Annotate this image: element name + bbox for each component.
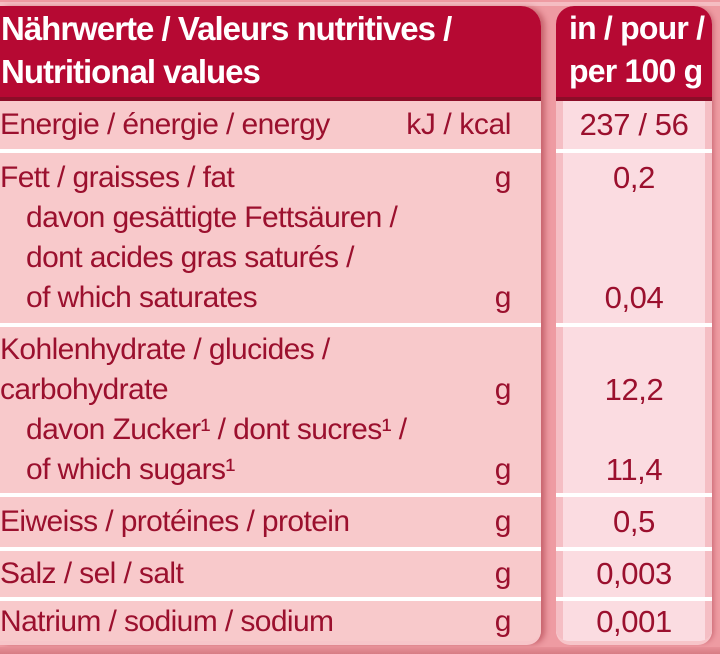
value-cell-protein: 0,5 — [556, 497, 712, 551]
nutrient-line: Fett / graisses / fat g — [0, 158, 541, 198]
value-line — [556, 330, 712, 370]
unit-label: kJ / kcal — [406, 108, 511, 141]
unit-label: g — [494, 161, 512, 194]
nutrient-line: davon gesättigte Fettsäuren / — [0, 198, 541, 238]
header-unit-line2: per 100 g — [569, 53, 703, 89]
nutrient-label: davon gesättigte Fettsäuren / — [26, 201, 398, 234]
value-cells: 237 / 56 0,2 0,04 12,2 11,4 0,5 0,003 0,001 — [556, 101, 712, 641]
nutrient-line: Salz / sel / salt g — [0, 554, 541, 594]
nutrient-line: of which saturates g — [0, 278, 541, 318]
nutrient-label: carbohydrate — [0, 373, 169, 406]
nutrient-line: of which sugars¹ g — [0, 450, 541, 490]
value-cell-fat: 0,2 0,04 — [556, 153, 712, 327]
nutrient-rows: Energie / énergie / energy kJ / kcal Fett … — [0, 101, 541, 642]
nutrient-label: davon Zucker¹ / dont sucres¹ / — [26, 413, 407, 446]
label-panels: Nährwerte / Valeurs nutritives / Nutriti… — [0, 6, 712, 645]
nutrient-label: Eiweiss / protéines / protein — [0, 505, 350, 538]
unit-label: g — [494, 604, 512, 638]
nutrient-line: Kohlenhydrate / glucides / — [0, 330, 541, 370]
row-carbohydrate: Kohlenhydrate / glucides / carbohydrate g d… — [0, 327, 541, 497]
value-line: 237 / 56 — [579, 107, 689, 142]
values-panel: in / pour / per 100 g 237 / 56 0,2 0,04 12,… — [556, 6, 712, 645]
unit-label: g — [494, 453, 512, 486]
nutrient-line: dont acides gras saturés / — [0, 238, 541, 278]
table-header: Nährwerte / Valeurs nutritives / Nutriti… — [0, 6, 541, 101]
value-line: 0,04 — [604, 280, 664, 315]
row-fat: Fett / graisses / fat g davon gesättigte F… — [0, 153, 541, 327]
nutrient-label: Natrium / sodium / sodium — [0, 604, 334, 638]
value-cell-sodium: 0,001 — [556, 601, 712, 641]
values-header: in / pour / per 100 g — [556, 6, 712, 101]
nutrition-table-panel: Nährwerte / Valeurs nutritives / Nutriti… — [0, 6, 541, 645]
unit-label: g — [494, 557, 512, 590]
header-title-line2: Nutritional values — [1, 53, 261, 90]
nutrient-line: Natrium / sodium / sodium g — [0, 602, 541, 642]
nutrient-line: davon Zucker¹ / dont sucres¹ / — [0, 410, 541, 450]
value-line — [556, 198, 712, 238]
value-cell-carbohydrate: 12,2 11,4 — [556, 327, 712, 497]
top-edge-highlight — [0, 2, 720, 6]
value-line — [556, 238, 712, 278]
nutrient-label: Salz / sel / salt — [0, 557, 184, 590]
value-line: 0,2 — [613, 160, 655, 195]
row-protein: Eiweiss / protéines / protein g — [0, 497, 541, 551]
row-salt: Salz / sel / salt g — [0, 551, 541, 601]
value-line: 0,003 — [596, 556, 672, 591]
nutrient-label: Kohlenhydrate / glucides / — [0, 333, 330, 366]
nutrient-line: carbohydrate g — [0, 370, 541, 410]
value-line: 12,2 — [604, 372, 664, 407]
nutrient-line: Energie / énergie / energy kJ / kcal — [0, 105, 541, 145]
nutrient-label: of which saturates — [26, 281, 258, 314]
header-title-line1: Nährwerte / Valeurs nutritives / — [1, 10, 452, 47]
value-line: 11,4 — [605, 452, 663, 487]
value-line: 0,5 — [613, 504, 655, 539]
nutrient-label: of which sugars¹ — [26, 453, 235, 486]
value-cell-energy: 237 / 56 — [556, 101, 712, 153]
nutrient-line: Eiweiss / protéines / protein g — [0, 502, 541, 542]
row-energy: Energie / énergie / energy kJ / kcal — [0, 101, 541, 153]
header-unit-line1: in / pour / — [569, 10, 705, 46]
nutrient-label: Energie / énergie / energy — [0, 108, 330, 141]
unit-label: g — [494, 281, 512, 314]
nutrient-label: Fett / graisses / fat — [0, 161, 235, 194]
nutrient-label: dont acides gras saturés / — [26, 241, 355, 274]
value-cell-salt: 0,003 — [556, 551, 712, 601]
value-line — [556, 410, 712, 450]
panel-gap — [541, 6, 556, 645]
unit-label: g — [494, 505, 512, 538]
row-sodium: Natrium / sodium / sodium g — [0, 601, 541, 642]
value-line: 0,001 — [596, 603, 672, 639]
bottom-edge-shadow — [0, 647, 720, 654]
unit-label: g — [494, 373, 512, 406]
